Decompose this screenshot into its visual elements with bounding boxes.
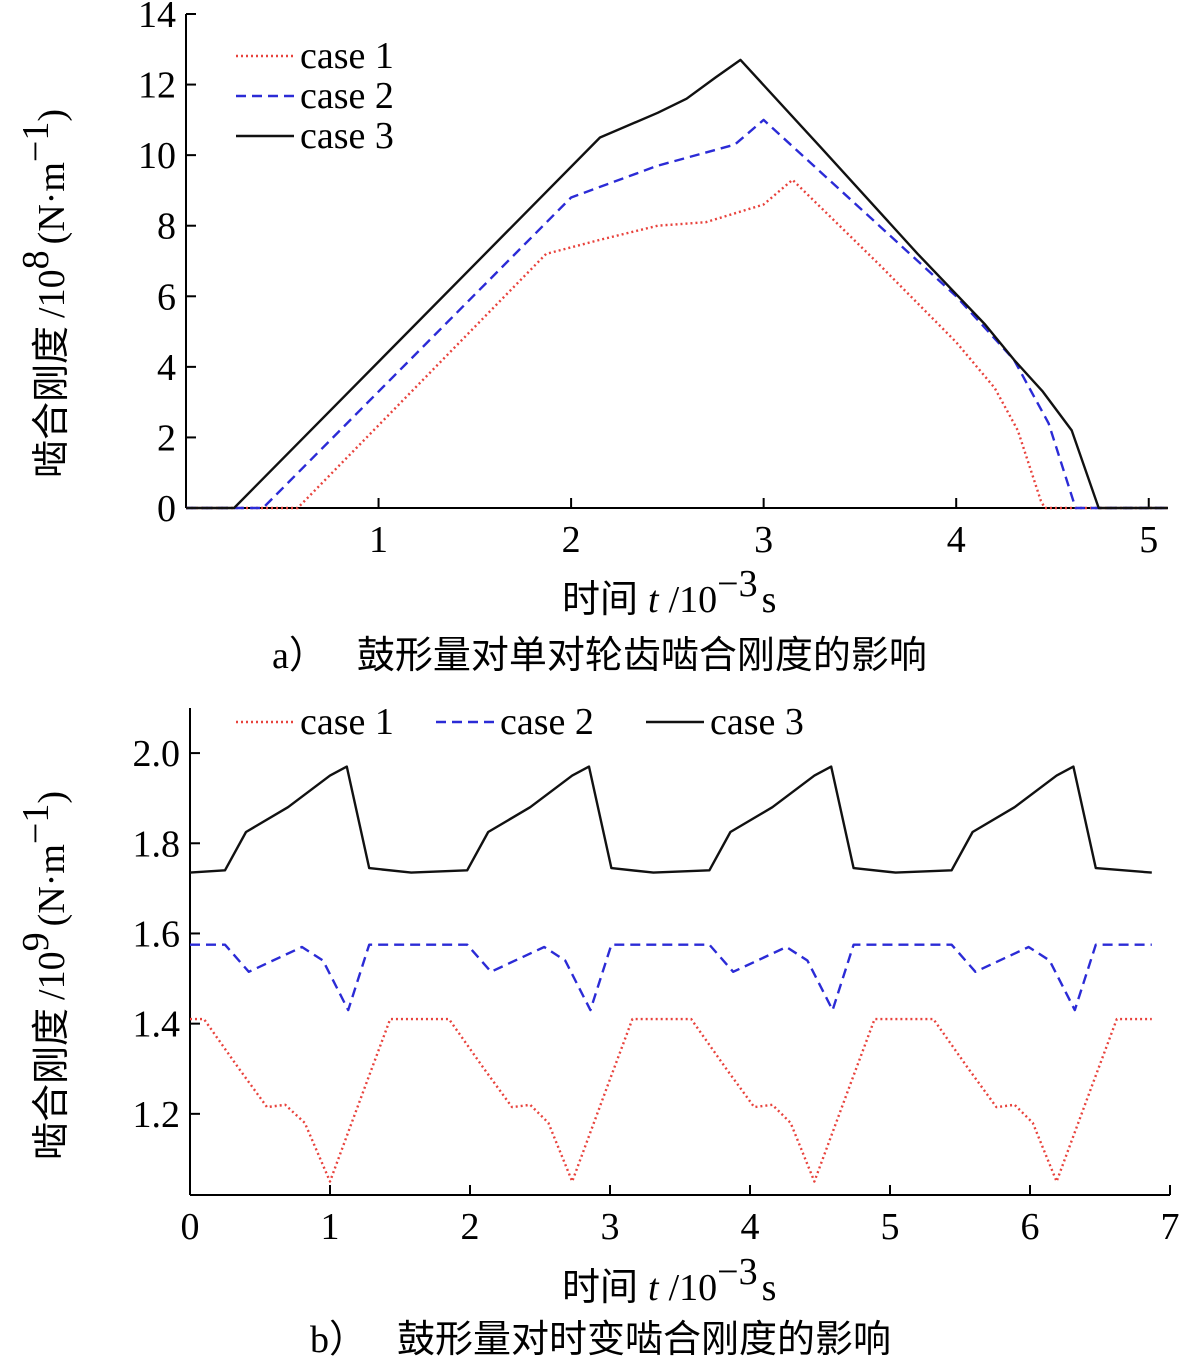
panel-b-y-ticks: 1.2 1.4 1.6 1.8 2.0 <box>133 733 200 1136</box>
panel-b-caption: b） 鼓形量对时变啮合刚度的影响 <box>310 1317 891 1361</box>
x-tick-label: 1 <box>321 1206 340 1248</box>
y-tick-label: 0 <box>157 488 176 530</box>
y-tick-label: 8 <box>157 206 176 248</box>
y-tick-label: 2 <box>157 417 176 459</box>
series-line-case-1 <box>190 1017 1152 1183</box>
y-tick-label: 14 <box>138 0 176 36</box>
legend-label-case-3: case 3 <box>710 701 804 743</box>
panel-b-series <box>189 765 1152 1183</box>
x-tick-label: 3 <box>754 519 773 561</box>
panel-a-caption: a） 鼓形量对单对轮齿啮合刚度的影响 <box>272 633 927 677</box>
y-tick-label: 10 <box>138 135 176 177</box>
y-tick-label: 2.0 <box>133 733 181 775</box>
x-tick-label: 5 <box>1139 519 1158 561</box>
legend-label-case-3: case 3 <box>300 115 394 157</box>
x-tick-label: 0 <box>181 1206 200 1248</box>
legend-label-case-2: case 2 <box>500 701 594 743</box>
panel-a-y-ticks: 0 2 4 6 8 10 12 14 <box>138 0 196 530</box>
series-line-case-2 <box>186 118 1168 510</box>
x-tick-label: 2 <box>461 1206 480 1248</box>
x-tick-label: 5 <box>881 1206 900 1248</box>
panel-b-legend: case 1 case 2 case 3 <box>236 701 804 743</box>
panel-b-x-ticks: 0 1 2 3 4 5 6 7 <box>181 1185 1180 1248</box>
series-line-case-2 <box>190 943 1152 1012</box>
panel-a-y-axis-label: 啮合刚度/108(N·m−1) <box>15 109 73 478</box>
legend-label-case-2: case 2 <box>300 75 394 117</box>
y-tick-label: 12 <box>138 65 176 107</box>
y-tick-label: 1.2 <box>133 1094 181 1136</box>
panel-a-x-ticks: 1 2 3 4 5 <box>369 498 1158 561</box>
legend-label-case-1: case 1 <box>300 701 394 743</box>
x-tick-label: 7 <box>1161 1206 1180 1248</box>
y-tick-label: 6 <box>157 276 176 318</box>
series-line-case-3 <box>186 58 1168 510</box>
panel-a-x-axis-label: 时间 t/10−3 s <box>562 563 776 621</box>
x-tick-label: 4 <box>947 519 966 561</box>
panel-b-x-axis-label: 时间 t/10−3 s <box>562 1251 776 1309</box>
x-tick-label: 2 <box>562 519 581 561</box>
panel-b-axes <box>189 708 1170 1196</box>
panel-b-y-axis-label: 啮合刚度/109(N·m−1) <box>15 791 73 1160</box>
y-tick-label: 4 <box>157 347 176 389</box>
y-tick-label: 1.6 <box>133 913 181 955</box>
panel-a-axes <box>185 14 1168 509</box>
x-tick-label: 1 <box>369 519 388 561</box>
panel-a-series <box>186 58 1168 510</box>
x-tick-label: 6 <box>1021 1206 1040 1248</box>
legend-label-case-1: case 1 <box>300 35 394 77</box>
series-line-case-3 <box>189 765 1152 874</box>
x-tick-label: 3 <box>601 1206 620 1248</box>
y-tick-label: 1.4 <box>133 1004 181 1046</box>
y-tick-label: 1.8 <box>133 823 181 865</box>
series-line-case-1 <box>186 178 1168 510</box>
x-tick-label: 4 <box>741 1206 760 1248</box>
